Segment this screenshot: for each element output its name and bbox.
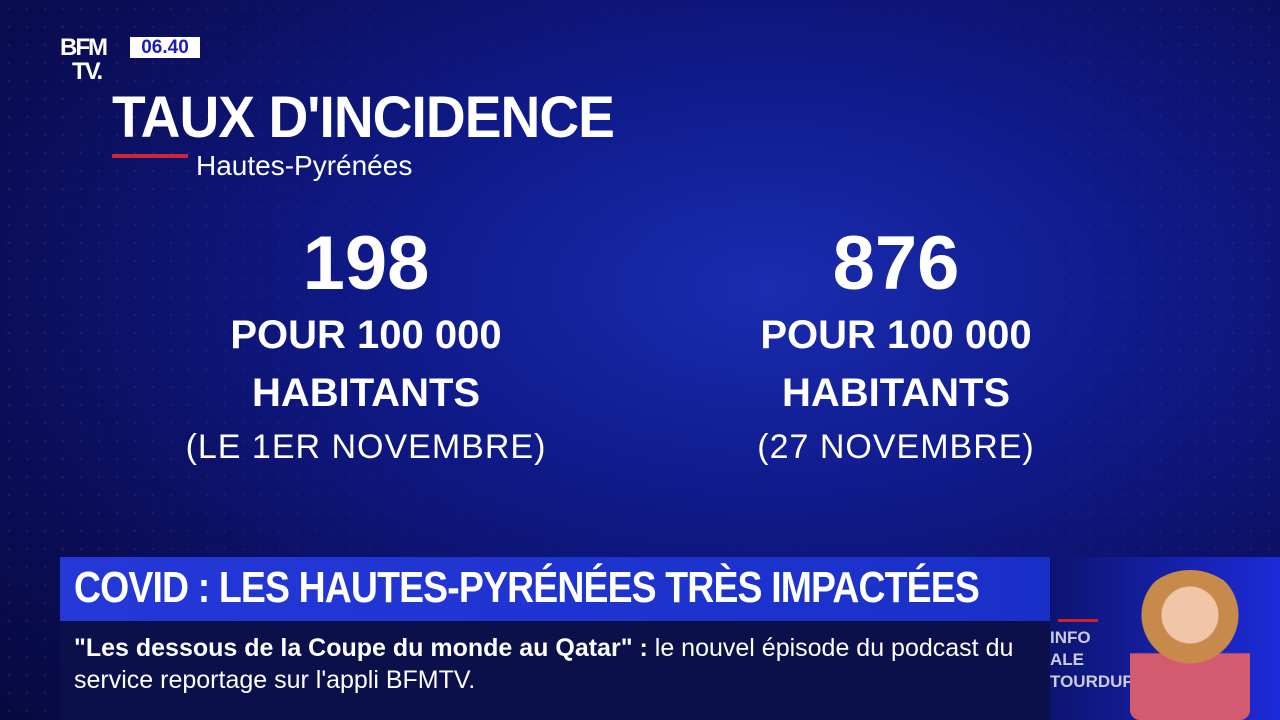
- promo-text: INFO ALE TOURDUPIN: [1050, 627, 1151, 693]
- ticker-text: "Les dessous de la Coupe du monde au Qat…: [74, 632, 1034, 696]
- stat-right: 876 POUR 100 000 HABITANTS (27 NOVEMBRE): [636, 222, 1156, 472]
- stat-date: (LE 1ER NOVEMBRE): [185, 428, 547, 466]
- stat-unit2: HABITANTS: [251, 371, 481, 415]
- logo-line2: TV.: [72, 58, 103, 85]
- bfmtv-logo: BFM TV.: [60, 34, 108, 85]
- ticker-separator: :: [632, 634, 655, 662]
- promo-line1: INFO: [1050, 628, 1091, 647]
- stat-value: 198: [302, 221, 430, 306]
- stat-unit: POUR 100 000: [230, 313, 502, 357]
- stat-unit2: HABITANTS: [781, 371, 1011, 415]
- ticker-body: le nouvel épisode du podcast du service …: [74, 634, 1014, 694]
- presenter-photo: [1130, 570, 1250, 720]
- promo-line3: TOURDUPIN: [1050, 672, 1151, 691]
- headline: COVID : LES HAUTES-PYRÉNÉES TRÈS IMPACTÉ…: [74, 563, 980, 612]
- stat-left: 198 POUR 100 000 HABITANTS (LE 1ER NOVEM…: [106, 222, 626, 472]
- promo-accent-line: [1058, 619, 1098, 622]
- logo-line1: BFM: [60, 34, 108, 61]
- ticker-band: [60, 621, 1050, 720]
- ticker-quote: "Les dessous de la Coupe du monde au Qat…: [74, 634, 633, 662]
- headline-band: [60, 557, 1050, 621]
- stat-date: (27 NOVEMBRE): [757, 428, 1035, 466]
- promo-line2: ALE: [1050, 650, 1084, 669]
- stat-unit: POUR 100 000: [760, 313, 1032, 357]
- graphic-title: TAUX D'INCIDENCE: [112, 85, 615, 150]
- stat-value: 876: [832, 221, 960, 306]
- clock: 06.40: [130, 37, 200, 58]
- graphic-subtitle: Hautes-Pyrénées: [196, 150, 413, 181]
- accent-line: [112, 154, 188, 158]
